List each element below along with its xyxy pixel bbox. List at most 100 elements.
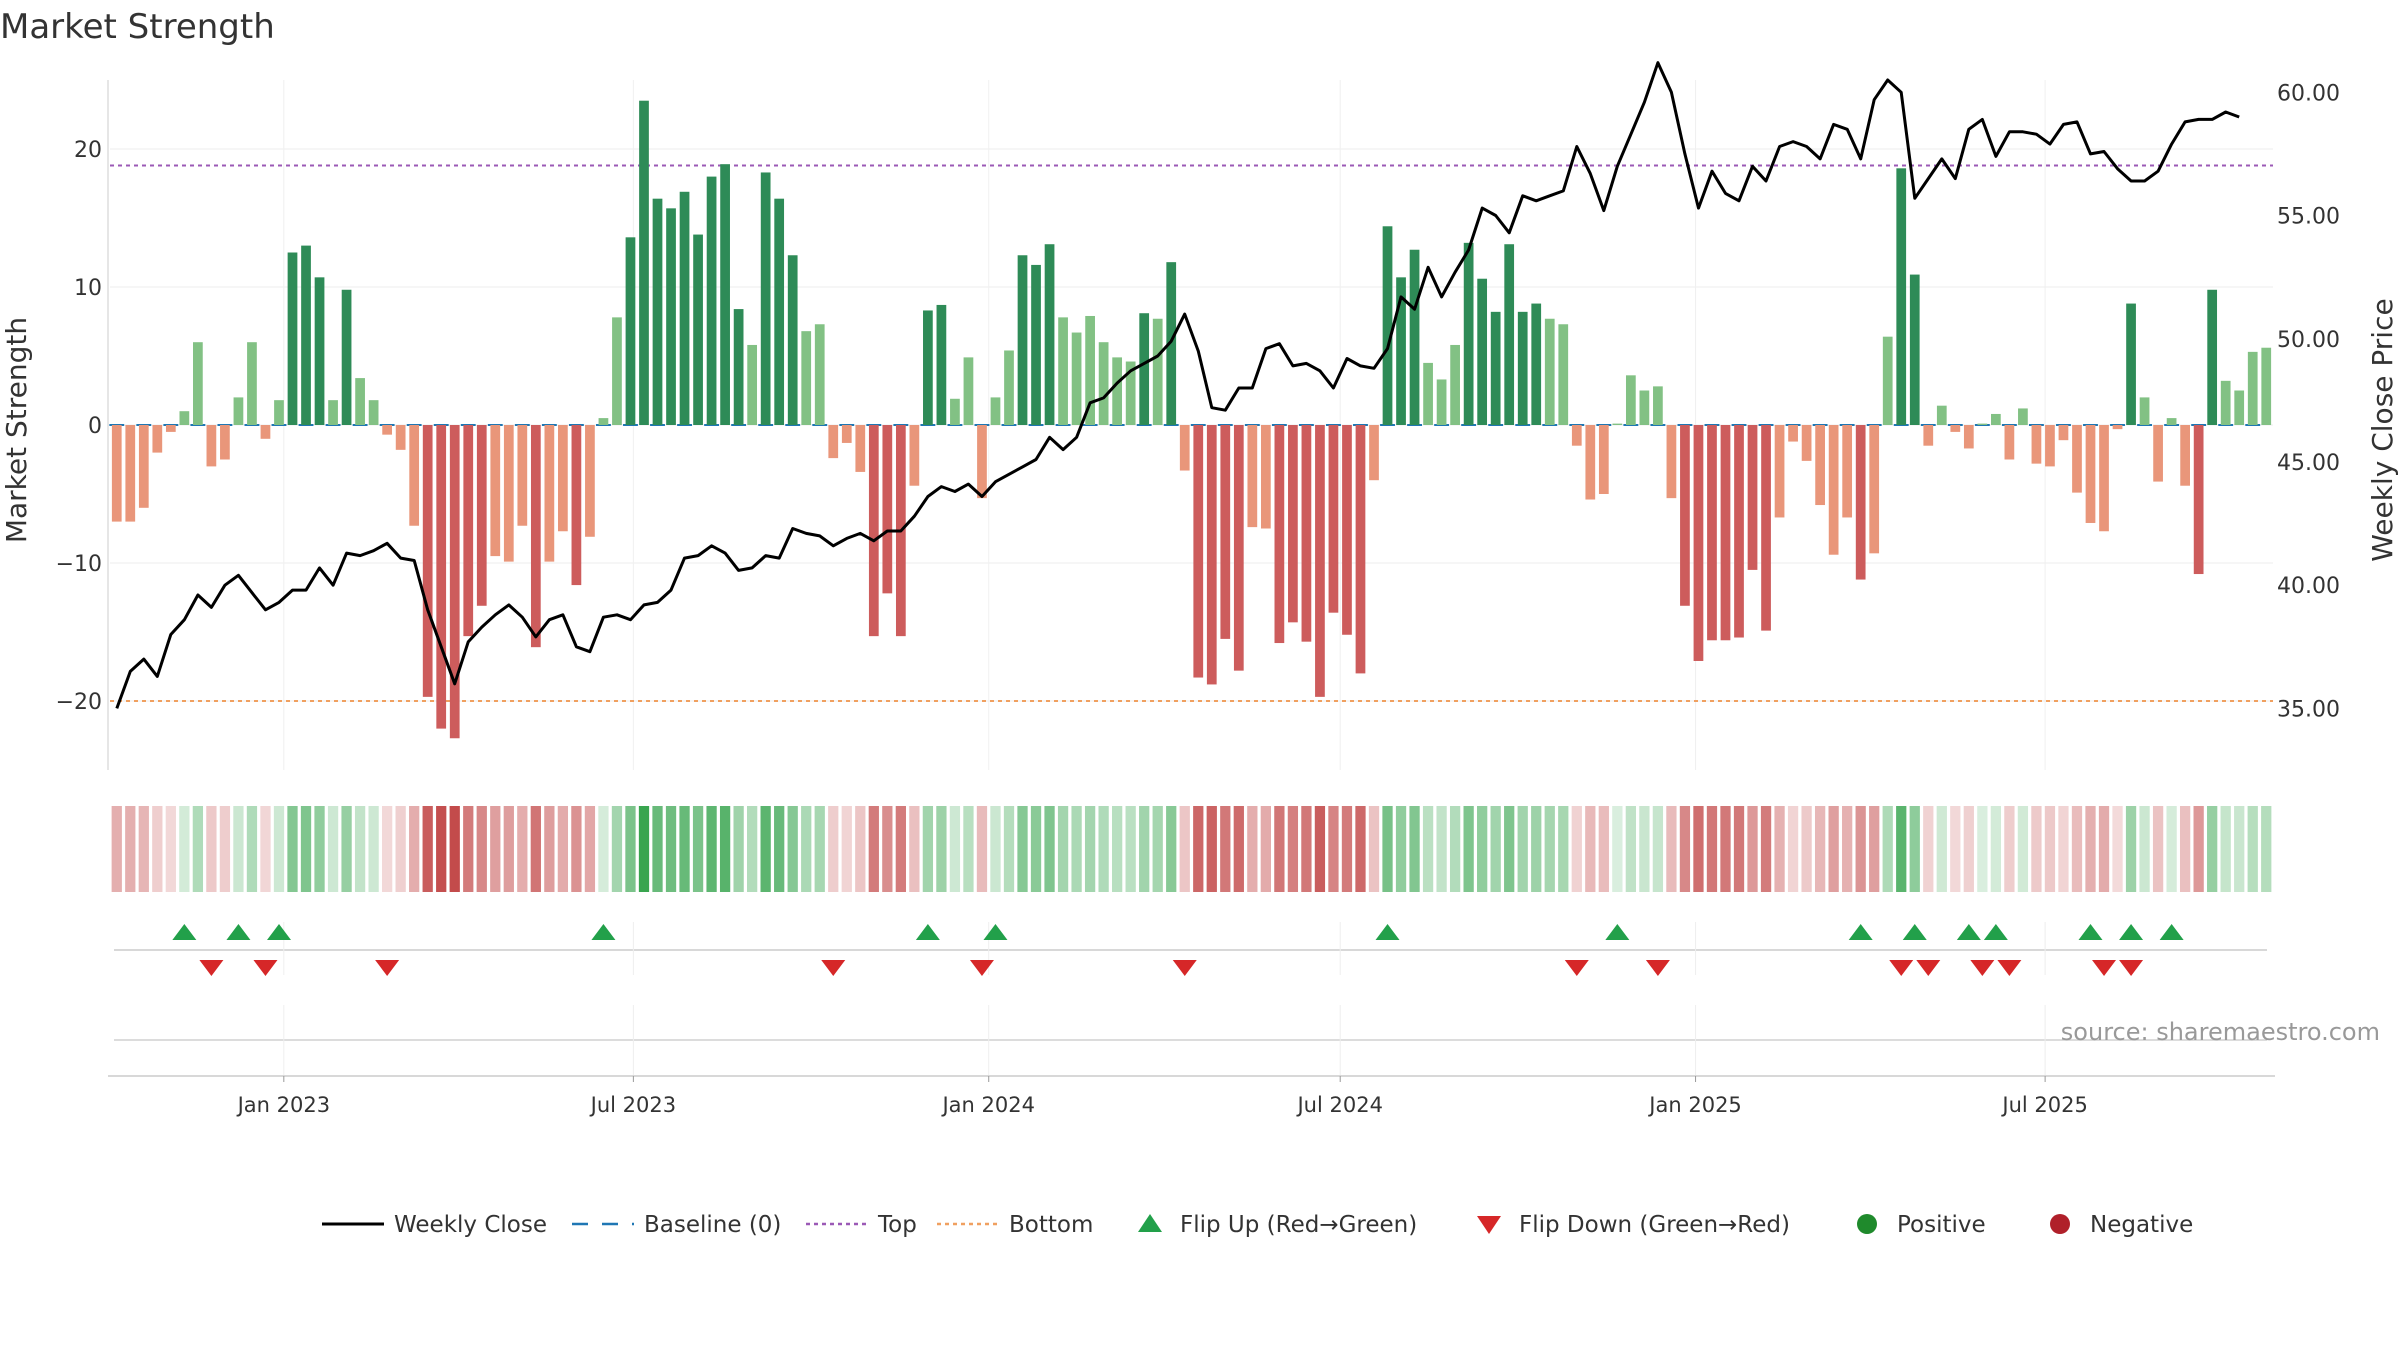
strength-bar — [517, 425, 528, 526]
strength-bar — [179, 411, 190, 425]
strength-bar — [868, 425, 879, 637]
legend-label: Flip Down (Green→Red) — [1519, 1212, 1790, 1238]
strength-bar — [2018, 408, 2028, 425]
strength-bar — [1788, 425, 1798, 442]
left-tick-label: −10 — [56, 552, 102, 577]
heat-cell — [436, 806, 447, 892]
weekly-close-line — [115, 61, 2240, 709]
heat-cell — [1395, 806, 1407, 892]
strength-bar — [463, 425, 474, 637]
flip-up-marker — [591, 924, 616, 940]
strength-bar — [2207, 289, 2218, 425]
flip-up-marker — [1983, 924, 2008, 940]
strength-bar — [490, 425, 501, 557]
strength-bar — [1639, 390, 1650, 425]
heat-cell — [1679, 806, 1691, 892]
strength-bar — [841, 425, 852, 443]
right-y-axis: 35.00 40.00 45.00 50.00 55.00 60.00 — [2277, 81, 2340, 722]
legend-label: Bottom — [1009, 1212, 1093, 1238]
strength-bar — [733, 309, 744, 425]
x-tick-label: Jan 2024 — [940, 1093, 1035, 1117]
heat-cell — [1747, 806, 1758, 892]
heat-cell — [2166, 806, 2177, 892]
heat-cell — [1531, 806, 1542, 892]
strength-bar — [301, 245, 311, 425]
strength-bar — [1450, 344, 1460, 425]
strength-bar — [355, 378, 365, 425]
strength-bar — [1382, 226, 1393, 425]
strength-bar — [1490, 311, 1501, 425]
heat-cell — [2004, 806, 2015, 892]
strength-bar — [1882, 336, 1893, 425]
heat-cell — [1977, 806, 1988, 892]
heat-cell — [719, 806, 731, 892]
heat-cell — [1896, 806, 1907, 892]
flip-down-marker — [1564, 960, 1589, 976]
strength-bar — [2031, 425, 2042, 464]
strength-bar — [2139, 397, 2150, 425]
heat-cell — [638, 806, 650, 892]
heat-cell — [530, 806, 541, 892]
strength-bar — [1693, 425, 1704, 661]
heat-cell — [395, 806, 406, 892]
legend-swatch-triangle-up — [1138, 1214, 1162, 1232]
strength-bar — [287, 252, 298, 425]
strength-bar — [909, 425, 920, 486]
heat-cell — [557, 806, 569, 892]
heat-cell — [152, 806, 163, 892]
heat-cell — [2234, 806, 2245, 892]
heat-cell — [692, 806, 704, 892]
heat-cell — [1193, 806, 1204, 892]
heat-cell — [2031, 806, 2042, 892]
heat-cell — [1409, 806, 1420, 892]
strength-bar — [963, 357, 974, 425]
strength-bar — [1017, 255, 1028, 425]
x-tick-label: Jul 2025 — [2000, 1093, 2087, 1117]
strength-bar — [1734, 425, 1744, 638]
strength-bar — [382, 425, 393, 435]
heat-cell — [1558, 806, 1569, 892]
strength-bar — [1220, 425, 1231, 639]
strength-bar — [449, 425, 460, 739]
heat-cell — [909, 806, 920, 892]
right-tick-label: 35.00 — [2277, 697, 2340, 722]
strength-bar — [693, 234, 703, 425]
flip-down-marker — [1916, 960, 1941, 976]
strength-bar — [2180, 425, 2190, 486]
legend-label: Flip Up (Red→Green) — [1180, 1212, 1417, 1238]
heat-cell — [2098, 806, 2110, 892]
heat-cell — [476, 806, 487, 892]
flip-up-marker — [1605, 924, 1630, 940]
heat-cell — [1733, 806, 1745, 892]
heat-cell — [1260, 806, 1271, 892]
strength-bar — [1707, 425, 1717, 641]
heat-cell — [1125, 806, 1136, 892]
heat-cell — [733, 806, 744, 892]
heat-cell — [165, 806, 176, 892]
strength-bar — [314, 277, 325, 425]
heat-cell — [1341, 806, 1353, 892]
right-tick-label: 50.00 — [2277, 328, 2340, 353]
strength-bar — [950, 398, 960, 425]
strength-bar — [1558, 324, 1569, 425]
legend-swatch-triangle-down — [1477, 1216, 1501, 1234]
chart-title: Market Strength — [0, 7, 275, 47]
heat-cell — [774, 806, 785, 892]
strength-bar — [1653, 386, 1663, 425]
heat-cell — [787, 806, 798, 892]
strength-bar — [1396, 277, 1406, 425]
strength-bar — [395, 425, 406, 450]
strength-bar — [1909, 274, 1920, 425]
strength-bar — [476, 425, 487, 606]
heat-cell — [1166, 806, 1177, 892]
strength-bar — [1977, 423, 1988, 425]
strength-bar — [1288, 425, 1298, 623]
strength-bar — [1720, 425, 1731, 641]
heat-cell — [665, 806, 677, 892]
heat-cell — [1828, 806, 1839, 892]
strength-bar — [1004, 350, 1014, 425]
legend-item: Positive — [1857, 1212, 1986, 1238]
heat-cell — [1612, 806, 1623, 892]
strength-bar — [1571, 425, 1582, 446]
